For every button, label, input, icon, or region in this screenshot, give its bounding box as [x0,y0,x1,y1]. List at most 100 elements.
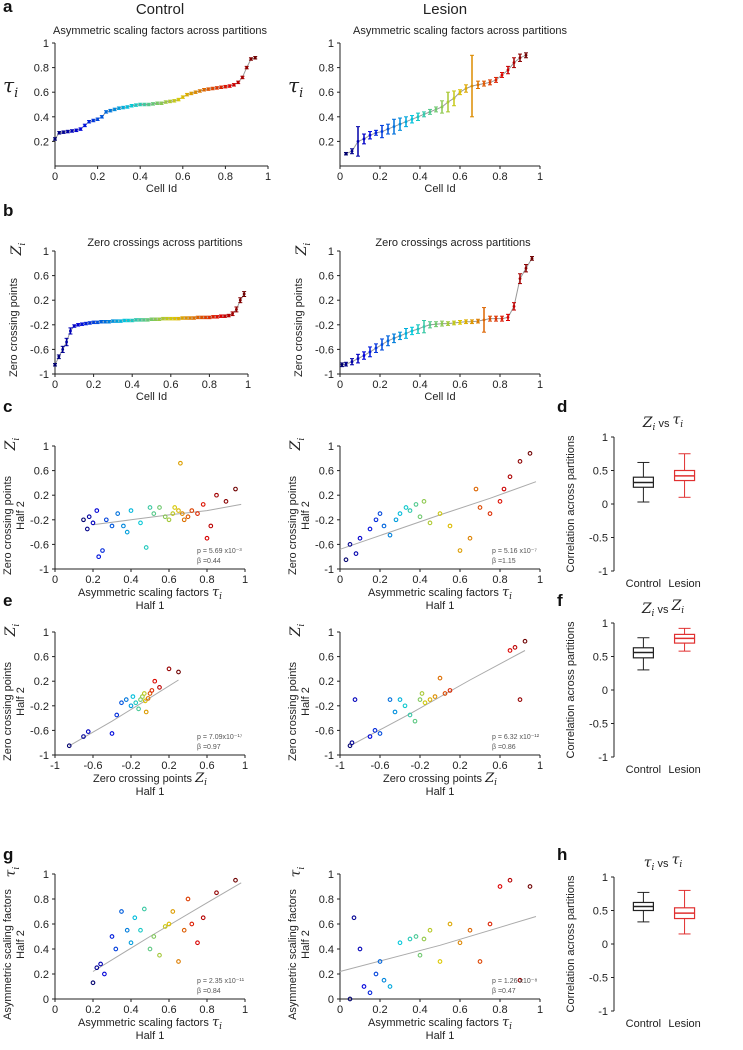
y-tick-label: 0.6 [34,919,49,931]
p-value: p = 5.69 x10⁻³ [197,548,242,555]
scatter-point [124,927,130,933]
data-point [57,131,61,135]
x-tick-label: 0.2 [372,379,387,391]
data-point [70,129,74,133]
panel-letter-d: d [557,397,567,416]
data-point [500,73,504,77]
data-point [168,100,172,103]
scatter-point [151,511,157,517]
scatter-point [413,502,419,507]
y-tick-label: -0.5 [589,719,608,731]
x-tick-label: 1 [242,760,248,772]
scatter-point [373,971,379,977]
y-tick-label: 0.6 [319,466,334,478]
x-tick-label: 0.2 [372,574,387,586]
scatter-point [181,517,187,523]
chart-b_control: 0 0.2 0.4 0.6 0.8 1 -1 -0.6 -0.2 0.2 0.6 1 Cell Id Ze… [8,243,251,403]
scatter-point [96,554,102,560]
data-point [410,117,414,121]
category-label: Control [626,764,661,776]
scatter-point [487,921,493,927]
y-axis-symbol: Zi [294,243,313,257]
data-point [107,320,111,324]
scatter-point [214,890,219,896]
y-axis-symbol: Zi [9,243,28,257]
x-tick-label: 1 [245,379,251,391]
x-axis-sublabel: Half 1 [426,786,455,798]
data-point [235,308,238,311]
data-point [65,340,68,344]
chart-g_lesion: 0 0.2 0.4 0.6 0.8 1 0 0.2 0.4 0.6 0.8 1 p = 1.26 x10… [287,867,543,1042]
scatter-point [143,709,149,715]
beta-value: β =0.44 [197,558,221,565]
x-tick-label: 0.2 [161,760,176,772]
x-tick-label: 0 [337,574,343,586]
y-tick-label: 1 [328,627,334,639]
data-point [130,104,134,108]
y-tick-label: -1 [598,752,608,764]
x-tick-label: 0.6 [492,760,507,772]
y-tick-label: 0.2 [319,295,334,307]
b-lesion-title: Zero crossings across partitions [375,237,531,249]
panel-letter-e: e [3,591,12,610]
panel-letter-g: g [3,845,13,864]
scatter-point [128,940,134,946]
data-point [253,56,257,60]
data-point [422,112,426,116]
data-point [117,106,121,110]
scatter-point [178,460,183,466]
data-point [398,334,402,338]
data-point [350,360,354,364]
scatter-point [347,542,353,547]
x-tick-label: 0.2 [85,1004,100,1016]
scatter-point [427,927,433,933]
y-tick-label: -0.2 [30,515,49,527]
y-tick-label: 1 [43,441,49,453]
data-point [119,319,123,323]
data-point [200,316,204,319]
data-point [374,346,378,350]
box-title: Zi vs Zi [641,598,684,619]
y-tick-label: -1 [598,1006,608,1018]
scatter-point [373,517,379,523]
chart-h: -1 -0.5 0 0.5 1 Control Lesion τi vs τi Correlat… [565,852,701,1030]
data-point [53,137,57,141]
data-point [494,317,498,321]
data-point [340,363,344,367]
y-axis-label: Correlation across partitions [565,875,577,1012]
data-point [84,322,88,325]
y-tick-label: -0.5 [589,973,608,985]
scatter-point [109,731,115,736]
data-point [113,108,117,111]
data-point [108,109,112,113]
box-title: τi vs τi [644,852,683,873]
data-point [143,103,146,106]
scatter-point [397,511,403,517]
scatter-point [403,505,409,510]
data-point [126,105,129,109]
y-tick-label: -0.6 [30,344,49,356]
scatter-point [98,961,103,967]
scatter-point [437,511,443,517]
scatter-point [387,532,393,538]
data-point [72,324,76,328]
data-point [392,125,396,129]
data-point [356,357,360,361]
x-tick-label: -0.2 [122,760,141,772]
scatter-point [223,499,229,504]
data-point [202,88,206,92]
scatter-point [437,675,443,681]
data-point [188,316,192,320]
data-point [146,318,150,322]
data-point [211,87,215,90]
x-axis-sublabel: Half 1 [136,1030,165,1042]
y-axis-symbol: τi [3,73,18,101]
scatter-point [189,508,195,513]
scatter-point [147,946,153,952]
data-point [80,322,84,326]
x-tick-label: 0.8 [202,379,217,391]
x-tick-label: 0 [52,574,58,586]
y-axis-symbol: τi [288,867,307,878]
data-point [440,105,444,109]
data-point [194,90,197,94]
